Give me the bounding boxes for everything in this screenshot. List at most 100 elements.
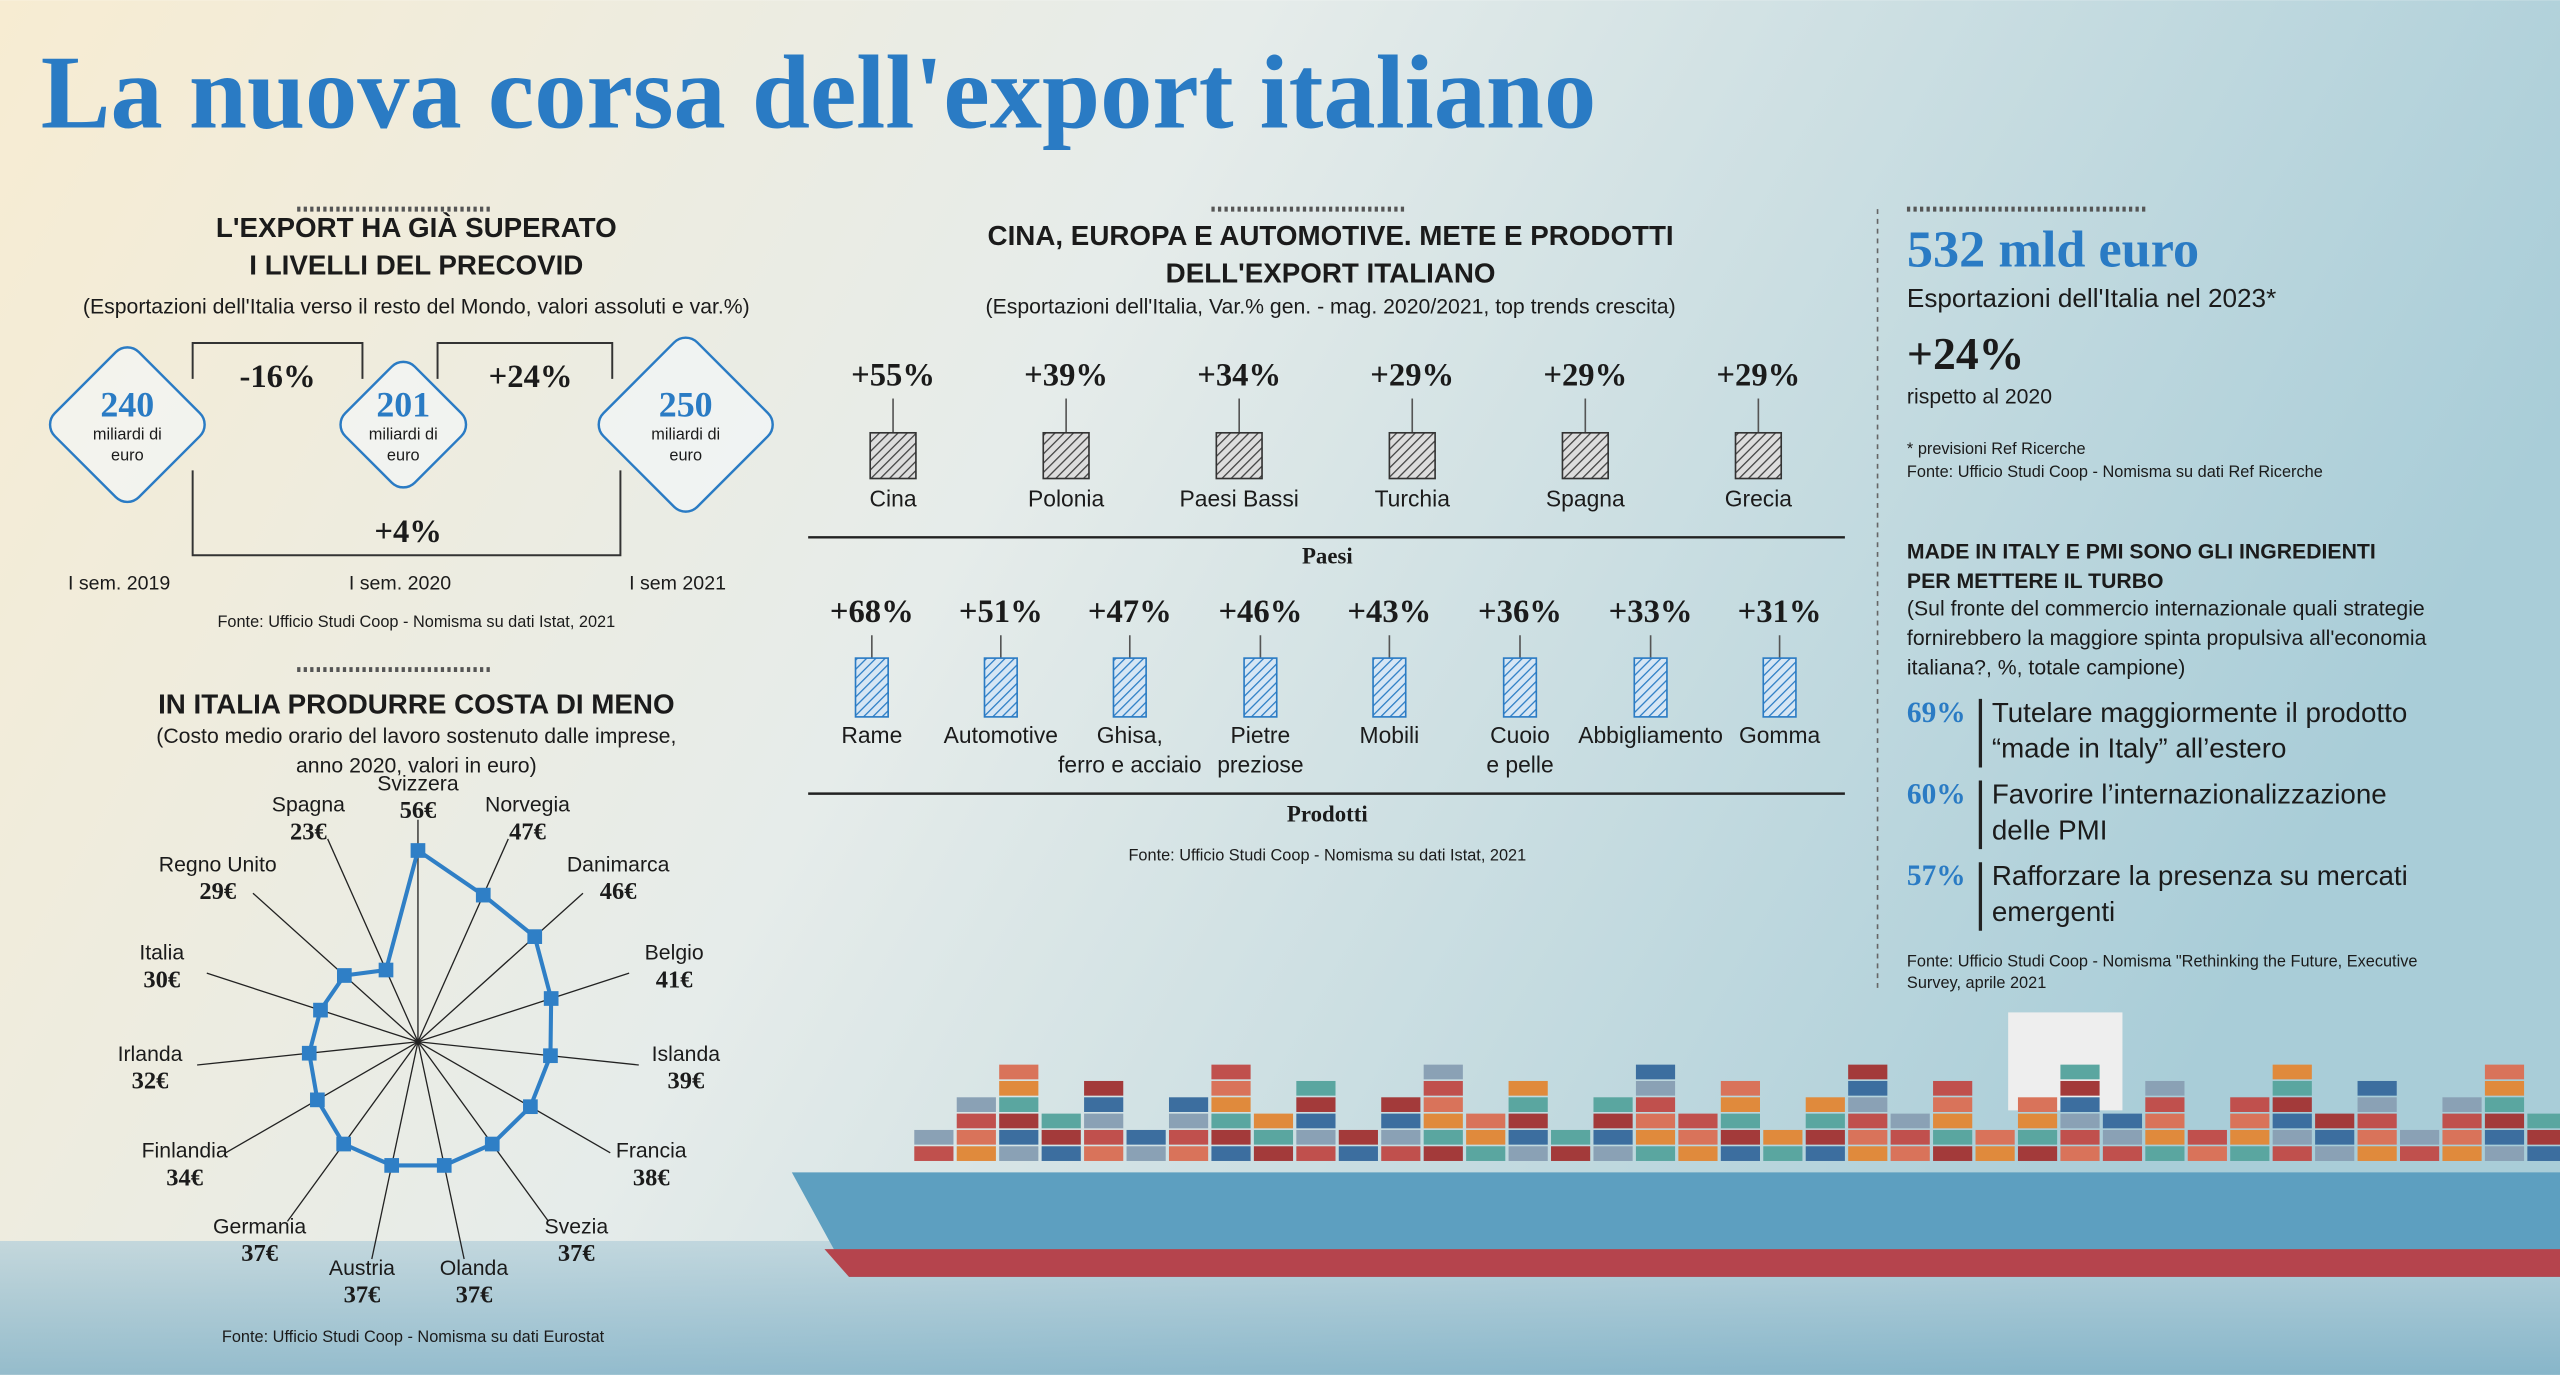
container (2357, 1129, 2397, 1145)
container (2357, 1097, 2397, 1112)
container (1593, 1129, 1633, 1145)
container (1338, 1129, 1378, 1145)
container (1678, 1146, 1718, 1161)
container (2357, 1080, 2397, 1096)
heading: MADE IN ITALY E PMI SONO GLI INGREDIENTI (1907, 541, 2376, 564)
change: -16% (239, 359, 315, 395)
change: +39% (1024, 357, 1108, 393)
hatch-icon (1502, 657, 1538, 718)
container (2060, 1146, 2100, 1161)
change: +43% (1347, 594, 1431, 630)
hatch-icon (1561, 431, 1609, 480)
radar-value: 37€ (241, 1240, 278, 1267)
container (1551, 1129, 1591, 1145)
radar-point (336, 1136, 352, 1152)
radar-value: 23€ (290, 818, 327, 845)
item-name: Ghisa, (1097, 722, 1163, 748)
container (2145, 1129, 2185, 1145)
radar-label: Svizzera (377, 772, 459, 795)
item-name: Automotive (944, 722, 1058, 748)
container (1423, 1129, 1463, 1145)
radar-value: 30€ (143, 966, 180, 993)
radar-label: Irlanda (118, 1043, 183, 1066)
container (999, 1064, 1039, 1080)
change: +36% (1478, 594, 1562, 630)
container (2400, 1146, 2440, 1161)
radar-value: 37€ (344, 1282, 381, 1309)
radar-point (523, 1099, 538, 1115)
item-text: Tutelare maggiormente il prodotto (1992, 697, 2407, 728)
big-number: 532 mld euro (1907, 220, 2199, 278)
container (2017, 1146, 2058, 1161)
radar-point (336, 968, 352, 983)
change: +33% (1609, 594, 1693, 630)
container (1466, 1129, 1506, 1145)
container (1593, 1097, 1633, 1112)
container (2145, 1146, 2185, 1161)
container (1084, 1146, 1124, 1161)
container (2060, 1129, 2100, 1145)
container (2187, 1146, 2227, 1161)
caption: Esportazioni dell'Italia nel 2023* (1907, 283, 2276, 313)
radar-label: Francia (616, 1140, 687, 1163)
node-unit: miliardi di (93, 425, 162, 443)
container (2060, 1097, 2100, 1112)
heading: IN ITALIA PRODURRE COSTA DI MENO (158, 689, 674, 720)
container (956, 1129, 996, 1145)
pct: 60% (1907, 778, 1966, 810)
container (2017, 1097, 2058, 1112)
item-name: Cuoio (1490, 722, 1550, 748)
item-name: Pietre (1231, 722, 1291, 748)
subtitle: (Costo medio orario del lavoro sostenuto… (156, 725, 676, 748)
container (1381, 1129, 1421, 1145)
spoke (417, 1041, 465, 1260)
container (2230, 1113, 2270, 1129)
container (1848, 1097, 1888, 1112)
container (2442, 1146, 2482, 1161)
container (1890, 1146, 1930, 1161)
radar-label: Danimarca (567, 853, 670, 876)
hatch-icon (1372, 657, 1407, 718)
node-unit: miliardi di (369, 425, 438, 443)
container (2272, 1064, 2312, 1080)
radar-label: Olanda (440, 1257, 509, 1280)
container (2145, 1113, 2185, 1129)
hatch-icon (1388, 431, 1436, 480)
radar-label: Belgio (645, 942, 704, 965)
item-name: Polonia (1028, 485, 1105, 511)
container (2484, 1064, 2525, 1080)
container (914, 1146, 954, 1161)
node-unit: euro (111, 447, 144, 465)
container (2187, 1129, 2227, 1145)
change: +4% (374, 514, 442, 550)
subtitle: (Esportazioni dell'Italia, Var.% gen. - … (986, 296, 1676, 319)
change: +24% (489, 359, 573, 395)
container (1084, 1113, 1124, 1129)
title: La nuova corsa dell'export italiano (41, 35, 1596, 151)
container (2230, 1129, 2270, 1145)
subtitle: italiana?, %, totale campione) (1907, 656, 2185, 679)
container (1296, 1113, 1336, 1129)
container (1508, 1129, 1548, 1145)
container (1635, 1113, 1676, 1129)
container (1296, 1146, 1336, 1161)
container (1508, 1097, 1548, 1112)
node-value: 250 (659, 384, 713, 424)
radar-point (310, 1092, 325, 1108)
container (1763, 1146, 1803, 1161)
radar-point (410, 843, 426, 858)
container (1848, 1064, 1888, 1080)
row-label: Paesi (1302, 543, 1353, 568)
item-name: preziose (1217, 751, 1303, 777)
source: Fonte: Ufficio Studi Coop - Nomisma su d… (222, 1328, 605, 1346)
node-unit: miliardi di (651, 425, 720, 443)
spoke (417, 972, 630, 1043)
container (1805, 1146, 1845, 1161)
source: Fonte: Ufficio Studi Coop - Nomisma "Ret… (1907, 953, 2418, 971)
radar-value: 47€ (509, 818, 546, 845)
radar-point (436, 1158, 452, 1173)
container (1805, 1097, 1845, 1112)
container (1593, 1113, 1633, 1129)
